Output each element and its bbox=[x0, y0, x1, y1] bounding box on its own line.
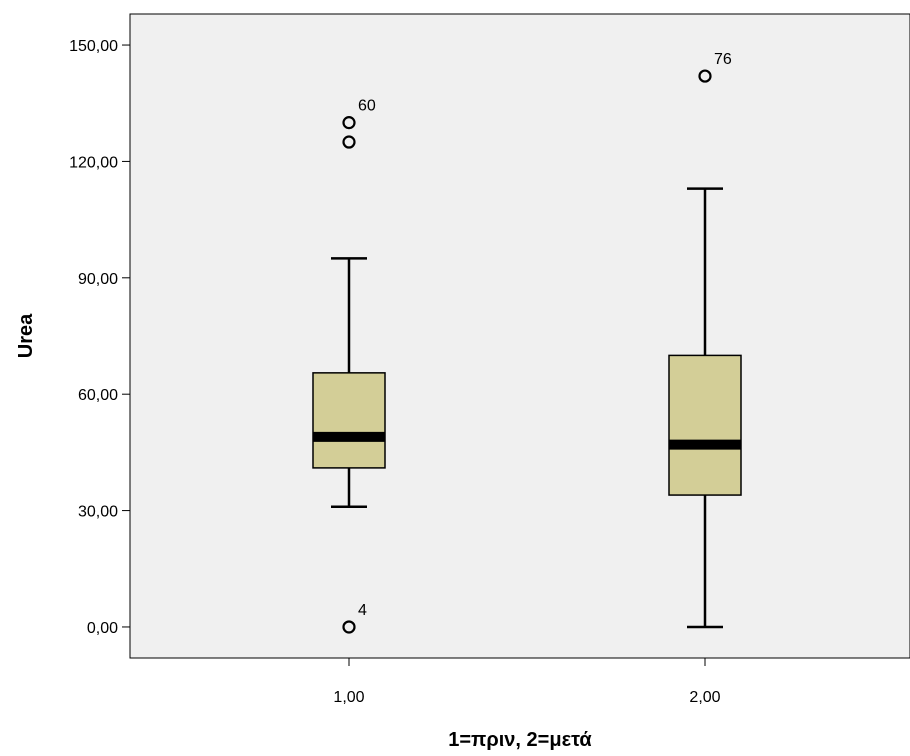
y-tick-label: 90,00 bbox=[78, 271, 118, 288]
outlier-label: 76 bbox=[714, 51, 732, 68]
iqr-box bbox=[668, 354, 742, 496]
x-tick-label: 1,00 bbox=[333, 689, 364, 706]
outlier-point bbox=[698, 69, 712, 83]
y-axis-title: Urea bbox=[15, 313, 37, 358]
iqr-box bbox=[312, 372, 386, 469]
boxes: 60 4 76 bbox=[312, 51, 742, 634]
y-tick-label: 0,00 bbox=[87, 620, 118, 637]
box-group-1: 60 4 bbox=[312, 98, 386, 634]
outlier-point bbox=[342, 620, 356, 634]
plot-area bbox=[129, 13, 910, 659]
outlier-point bbox=[342, 135, 356, 149]
outlier-label: 4 bbox=[358, 602, 367, 619]
y-tick-label: 30,00 bbox=[78, 504, 118, 521]
y-tick-label: 120,00 bbox=[69, 154, 118, 171]
y-axis: 0,00 30,00 60,00 90,00 120,00 150,00 bbox=[69, 38, 130, 637]
x-axis: 1,00 2,00 bbox=[333, 658, 721, 706]
y-tick-label: 150,00 bbox=[69, 38, 118, 55]
outlier-label: 60 bbox=[358, 98, 376, 115]
x-axis-title: 1=πριν, 2=μετά bbox=[448, 729, 592, 751]
x-tick-label: 2,00 bbox=[689, 689, 720, 706]
outlier-point bbox=[342, 116, 356, 130]
y-tick-label: 60,00 bbox=[78, 387, 118, 404]
box-group-2: 76 bbox=[668, 51, 742, 629]
